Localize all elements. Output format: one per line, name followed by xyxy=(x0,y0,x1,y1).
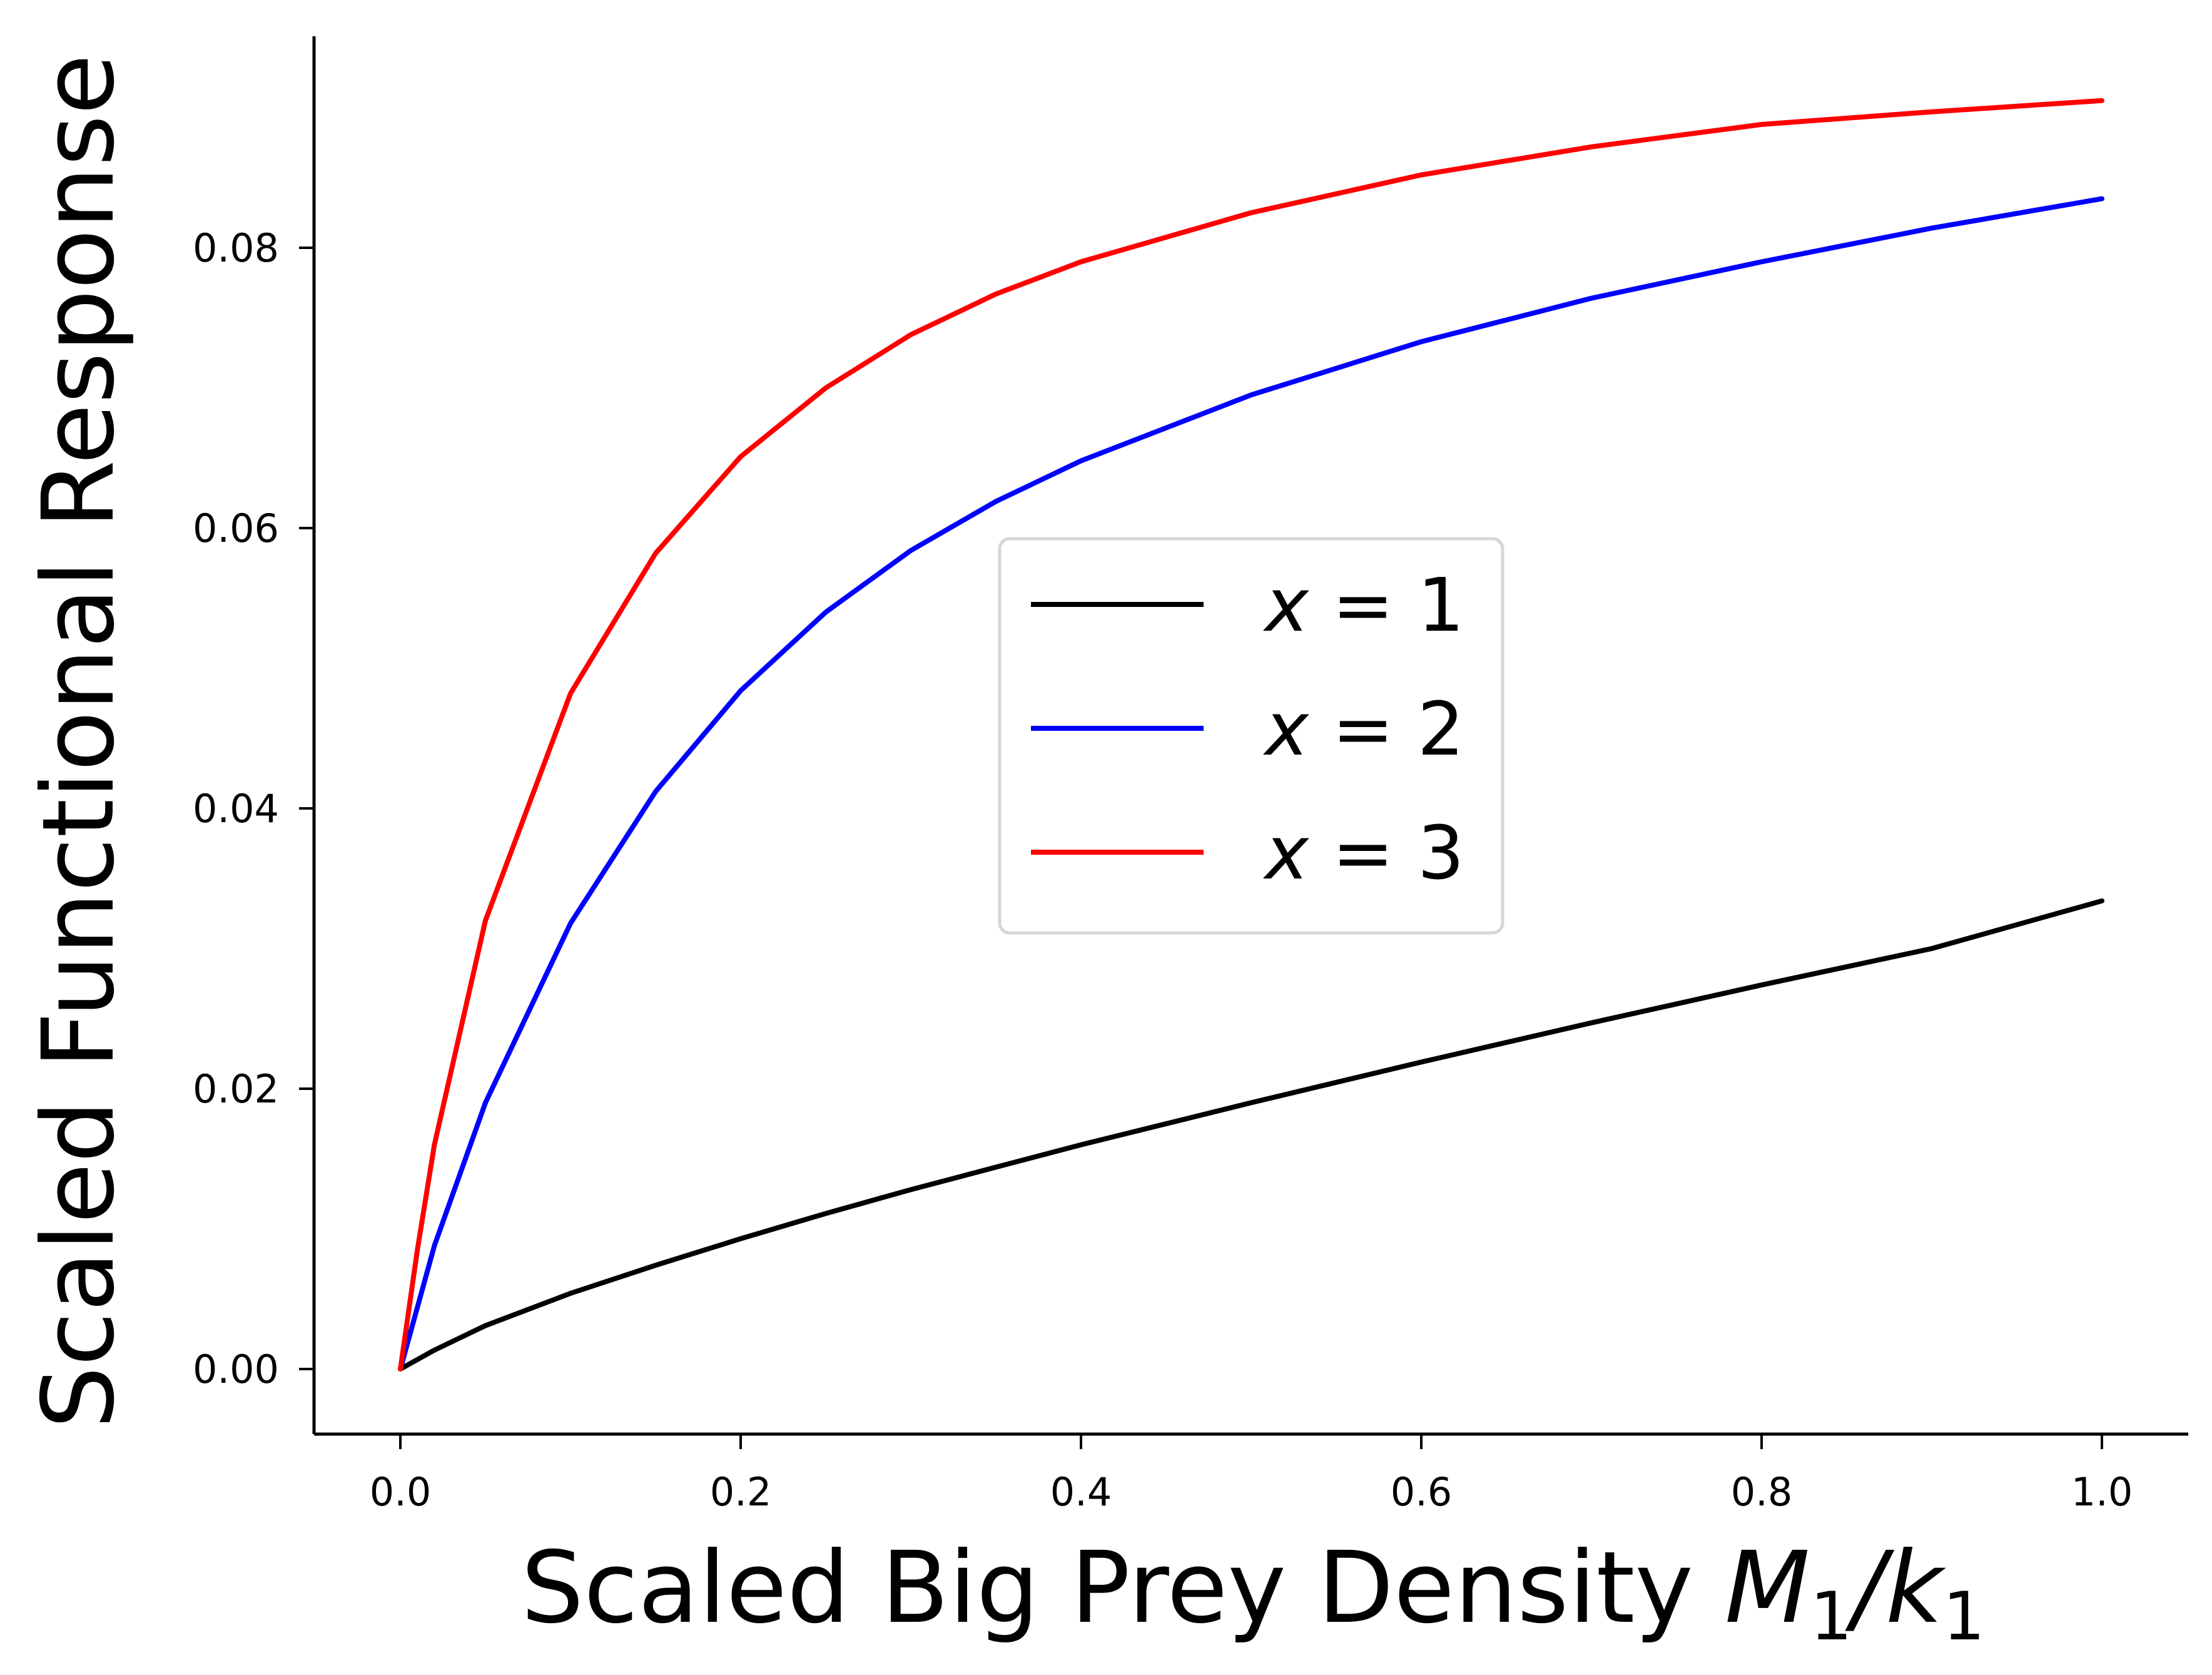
series-line-x1 xyxy=(398,898,2104,1372)
x-tick-label: 0.0 xyxy=(370,1469,432,1515)
x-tick-label: 0.2 xyxy=(710,1469,772,1515)
x-axis-sub-1: 1 xyxy=(1810,1578,1852,1655)
legend-label-x1: x = 1 xyxy=(1262,562,1464,648)
x-tick-label: 1.0 xyxy=(2071,1469,2133,1515)
x-axis-sub-2: 1 xyxy=(1943,1578,1985,1655)
legend-frame xyxy=(998,537,1504,935)
y-axis-title: Scaled Functional Response xyxy=(21,54,136,1428)
series-line-x3 xyxy=(398,98,2104,1372)
y-tick-label: 0.00 xyxy=(193,1347,279,1392)
legend-label-x3: x = 3 xyxy=(1262,810,1464,896)
x-tick-label: 0.6 xyxy=(1391,1469,1453,1515)
x-axis-title-prefix: Scaled Big Prey Density xyxy=(521,1530,1725,1646)
legend-label-x2: x = 2 xyxy=(1262,686,1464,772)
x-tick-label: 0.4 xyxy=(1050,1469,1112,1515)
plot-lines xyxy=(398,98,2104,1372)
x-tick-label: 0.8 xyxy=(1731,1469,1793,1515)
legend: x = 1 x = 2 x = 3 xyxy=(998,537,1504,935)
x-axis-title: Scaled Big Prey Density M1/k1 xyxy=(521,1530,1985,1655)
y-ticks: 0.00 0.02 0.04 0.06 0.08 xyxy=(193,225,314,1392)
x-axis-var-m: M xyxy=(1725,1530,1810,1646)
y-tick-label: 0.02 xyxy=(193,1066,279,1112)
axes xyxy=(312,36,2188,1436)
y-tick-label: 0.04 xyxy=(193,786,279,832)
series-line-x2 xyxy=(398,196,2104,1372)
y-tick-label: 0.06 xyxy=(193,506,279,551)
y-tick-label: 0.08 xyxy=(193,225,279,271)
x-ticks: 0.0 0.2 0.4 0.6 0.8 1.0 xyxy=(370,1434,2133,1515)
x-axis-var-k: k xyxy=(1885,1530,1946,1646)
